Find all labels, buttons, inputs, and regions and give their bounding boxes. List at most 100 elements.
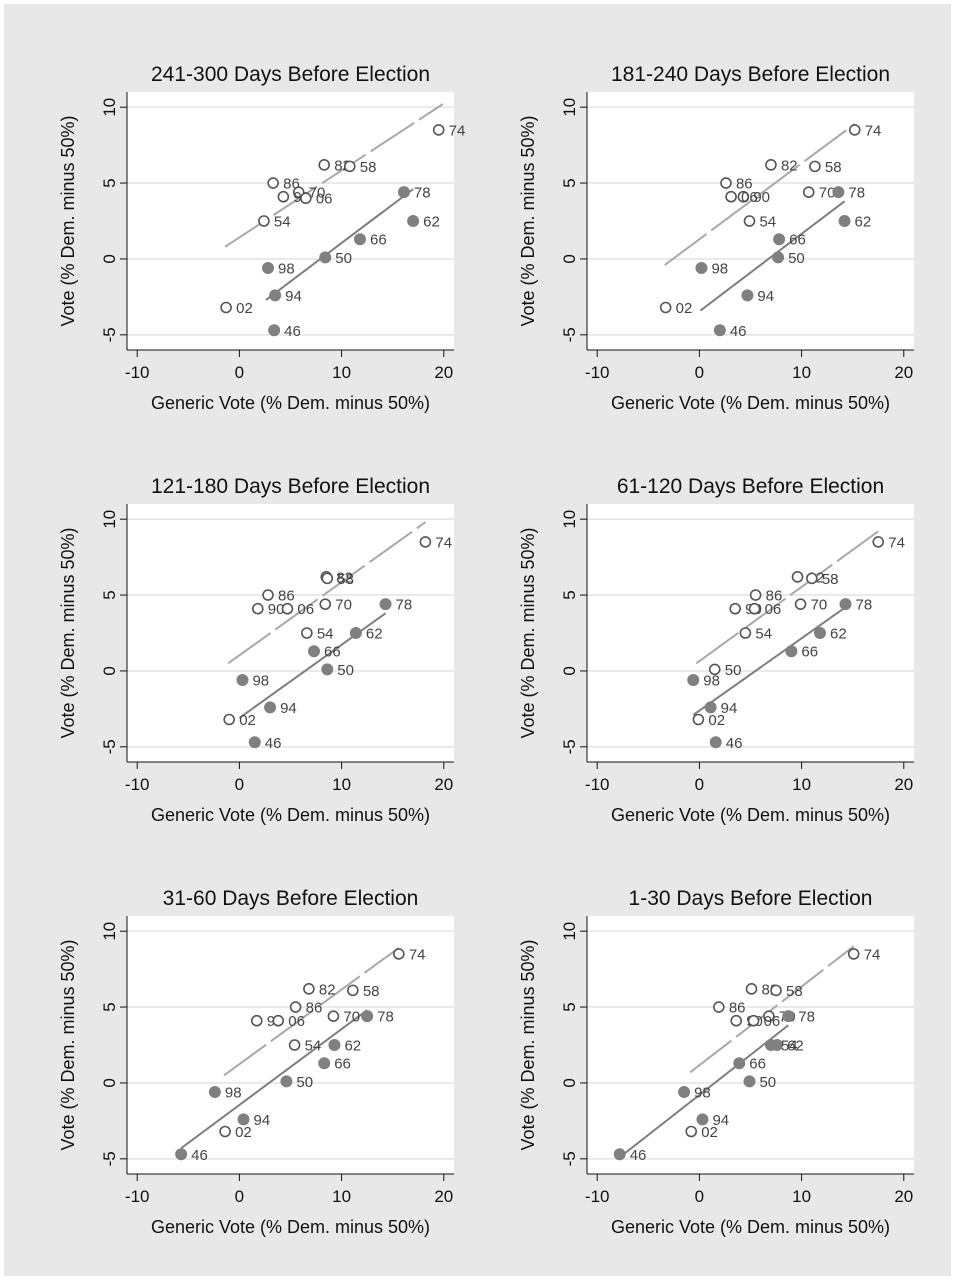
point-label: 50 <box>296 1074 313 1091</box>
open-point <box>730 1014 742 1027</box>
filled-point <box>678 1086 691 1099</box>
point-label: 50 <box>788 250 805 267</box>
filled-point <box>733 1057 746 1070</box>
point-label: 62 <box>787 1038 804 1055</box>
y-tick-label: 0 <box>100 254 119 263</box>
point-label: 86 <box>766 588 783 605</box>
point-label: 70 <box>811 597 828 614</box>
filled-point <box>695 262 708 275</box>
plot-area <box>587 916 914 1174</box>
x-axis-title: Generic Vote (% Dem. minus 50%) <box>151 393 430 413</box>
filled-point <box>785 645 798 658</box>
point-label: 98 <box>703 673 720 690</box>
open-point <box>277 190 290 203</box>
open-point <box>659 301 672 314</box>
open-point <box>739 627 752 639</box>
filled-point <box>269 289 282 302</box>
y-axis-title: Vote (% Dem. minus 50%) <box>518 527 538 738</box>
x-tick-label: 20 <box>434 1187 453 1206</box>
open-point <box>272 1014 285 1027</box>
point-label: 94 <box>285 288 302 305</box>
y-tick-label: 5 <box>100 590 119 599</box>
x-tick-label: 10 <box>792 775 811 794</box>
point-label: 98 <box>694 1085 711 1102</box>
point-label: 50 <box>337 662 354 679</box>
open-point <box>301 627 313 639</box>
open-point <box>802 186 815 198</box>
y-tick-label: 10 <box>100 98 119 117</box>
open-point <box>872 536 885 548</box>
open-point <box>292 186 305 198</box>
scatter-plot: 31-60 Days Before Election -5 0 5 10 -10 0 10 20… <box>58 887 454 1237</box>
point-label: 54 <box>759 214 776 231</box>
open-point <box>327 1010 340 1022</box>
point-label: 02 <box>701 1124 718 1141</box>
y-tick-label: 10 <box>560 510 579 529</box>
point-label: 46 <box>730 323 747 340</box>
point-label: 46 <box>630 1147 647 1164</box>
point-label: 82 <box>781 157 798 174</box>
filled-point <box>319 251 332 264</box>
filled-point <box>687 674 700 687</box>
filled-point <box>268 324 281 337</box>
point-label: 74 <box>865 122 882 139</box>
point-label: 62 <box>855 214 872 231</box>
x-tick-label: 20 <box>894 1187 913 1206</box>
point-label: 58 <box>786 983 803 1000</box>
chart-title: 121-180 Days Before Election <box>151 475 430 498</box>
x-tick-label: 20 <box>894 363 913 382</box>
open-point <box>809 160 821 173</box>
point-label: 54 <box>755 626 772 643</box>
y-tick-label: 5 <box>560 590 579 599</box>
point-label: 58 <box>337 571 354 588</box>
point-label: 86 <box>278 588 295 605</box>
open-point <box>419 536 432 548</box>
point-label: 06 <box>765 601 782 618</box>
point-label: 90 <box>268 601 285 618</box>
point-label: 46 <box>265 735 282 752</box>
point-label: 74 <box>435 534 452 551</box>
open-point <box>708 663 721 676</box>
point-label: 74 <box>449 122 466 139</box>
filled-point <box>308 645 321 658</box>
open-point <box>743 215 756 227</box>
filled-point <box>321 663 334 676</box>
filled-point <box>713 324 726 337</box>
filled-point <box>704 701 717 714</box>
filled-point <box>773 233 786 246</box>
point-label: 94 <box>280 700 297 717</box>
open-point <box>252 602 264 615</box>
panel-121-180: 121-180 Days Before Election -5 0 5 10 -10 0 10… <box>34 466 496 866</box>
x-tick-label: 20 <box>434 363 453 382</box>
point-label: 74 <box>888 534 905 551</box>
fit-line-filled <box>692 606 847 716</box>
x-tick-label: -10 <box>125 1187 150 1206</box>
x-tick-label: 0 <box>695 1187 704 1206</box>
point-label: 06 <box>741 189 758 206</box>
y-axis-title: Vote (% Dem. minus 50%) <box>518 939 538 1150</box>
point-label: 06 <box>316 191 333 208</box>
open-point <box>343 160 356 173</box>
point-label: 86 <box>306 1000 323 1017</box>
x-tick-label: 10 <box>792 363 811 382</box>
open-point <box>262 589 274 601</box>
filled-point <box>839 598 852 611</box>
chart-title: 61-120 Days Before Election <box>617 475 884 498</box>
fit-line-open <box>227 521 426 665</box>
filled-point <box>397 186 410 199</box>
point-label: 50 <box>725 662 742 679</box>
x-tick-label: -10 <box>125 775 150 794</box>
x-tick-label: 10 <box>792 1187 811 1206</box>
point-label: 62 <box>423 214 440 231</box>
filled-point <box>696 1113 709 1126</box>
point-label: 62 <box>344 1038 361 1055</box>
filled-point <box>407 215 420 227</box>
open-point <box>729 602 741 615</box>
point-label: 50 <box>759 1074 776 1091</box>
filled-point <box>772 251 785 264</box>
point-label: 66 <box>801 644 818 661</box>
filled-point <box>328 1039 341 1051</box>
y-tick-label: 10 <box>100 922 119 941</box>
open-point <box>713 1001 725 1013</box>
y-tick-label: 0 <box>560 666 579 675</box>
